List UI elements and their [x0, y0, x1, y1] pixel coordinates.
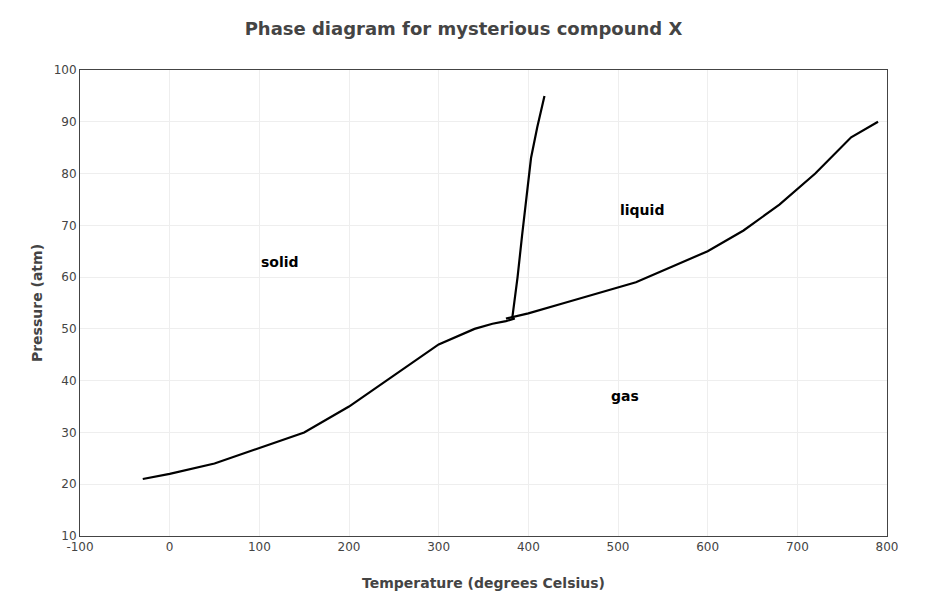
svg-text:40: 40	[61, 374, 76, 388]
svg-text:Pressure (atm): Pressure (atm)	[29, 244, 45, 362]
svg-text:700: 700	[786, 540, 809, 554]
svg-text:300: 300	[427, 540, 450, 554]
svg-text:60: 60	[61, 270, 76, 284]
svg-text:100: 100	[54, 63, 77, 77]
svg-text:-100: -100	[66, 540, 93, 554]
svg-text:gas: gas	[611, 388, 639, 404]
svg-text:10: 10	[61, 529, 76, 543]
svg-text:400: 400	[517, 540, 540, 554]
svg-text:500: 500	[607, 540, 630, 554]
svg-text:50: 50	[61, 322, 76, 336]
svg-text:Temperature (degrees Celsius): Temperature (degrees Celsius)	[362, 575, 605, 591]
svg-text:800: 800	[876, 540, 899, 554]
svg-text:20: 20	[61, 477, 76, 491]
svg-text:70: 70	[61, 219, 76, 233]
svg-text:200: 200	[338, 540, 361, 554]
svg-text:100: 100	[248, 540, 271, 554]
svg-text:30: 30	[61, 426, 76, 440]
svg-text:90: 90	[61, 115, 76, 129]
svg-text:80: 80	[61, 167, 76, 181]
svg-text:liquid: liquid	[620, 202, 664, 218]
svg-text:Phase diagram for mysterious c: Phase diagram for mysterious compound X	[245, 18, 683, 39]
svg-text:solid: solid	[261, 254, 299, 270]
svg-text:0: 0	[166, 540, 174, 554]
svg-text:600: 600	[696, 540, 719, 554]
